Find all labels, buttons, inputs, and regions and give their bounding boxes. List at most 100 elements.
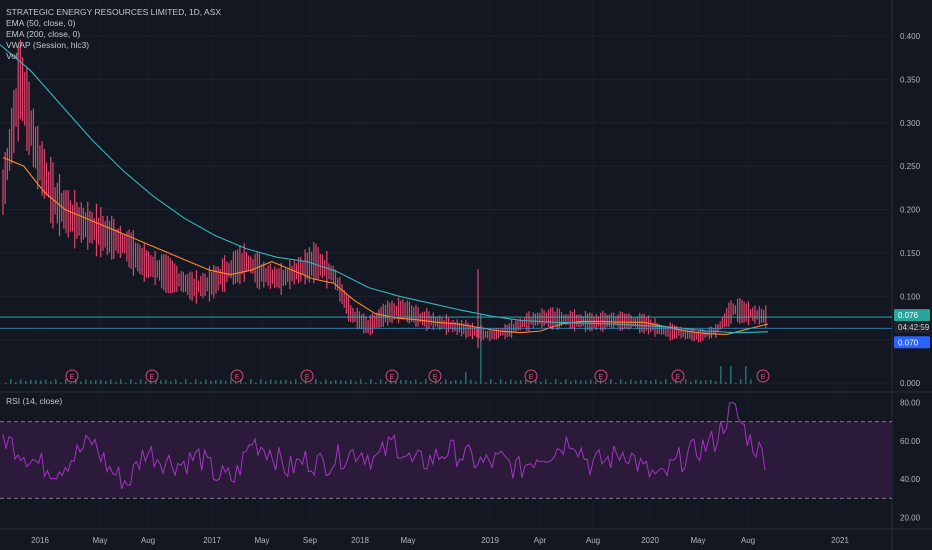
volume-bar (140, 379, 142, 384)
volume-bar (355, 381, 357, 384)
volume-bar (385, 381, 387, 384)
volume-bar (345, 380, 347, 384)
earnings-marker-icon (524, 369, 538, 383)
time-tick-label: May (400, 536, 415, 545)
volume-bar (425, 379, 427, 384)
volume-bar (420, 381, 422, 384)
volume-bar (360, 379, 362, 384)
volume-bar (480, 314, 482, 384)
countdown-badge-bg (894, 321, 930, 334)
earnings-marker-icon (671, 369, 685, 383)
volume-bar (80, 381, 82, 384)
volume-bar (200, 381, 202, 384)
volume-bar (50, 381, 52, 384)
price-tick-label: 0.400 (900, 32, 921, 41)
volume-bar (690, 381, 692, 384)
volume-bar (510, 379, 512, 384)
volume-bar (155, 380, 157, 384)
volume-bar (290, 381, 292, 384)
volume-bar (660, 381, 662, 384)
time-tick-label: 2021 (831, 536, 849, 545)
volume-bar (720, 366, 722, 384)
volume-bar (60, 382, 62, 384)
volume-bar (525, 379, 527, 384)
volume-bar (335, 379, 337, 384)
volume-bar (365, 382, 367, 384)
rsi-tick-label: 40.00 (900, 475, 921, 484)
volume-bar (70, 382, 72, 384)
volume-bar (45, 379, 47, 384)
price-tick-label: 0.150 (900, 249, 921, 258)
earnings-marker-icon (594, 369, 608, 383)
volume-bar (460, 380, 462, 384)
legend-vol[interactable]: Vol (6, 51, 18, 61)
price-tick-label: 0.250 (900, 162, 921, 171)
legend-vwap[interactable]: VWAP (Session, hlc3) (6, 40, 90, 50)
volume-bar (640, 379, 642, 384)
volume-bar (695, 379, 697, 384)
volume-bar (40, 380, 42, 384)
time-tick-label: Aug (741, 536, 755, 545)
time-tick-label: Aug (586, 536, 600, 545)
volume-bar (185, 379, 187, 384)
volume-bar (320, 381, 322, 384)
volume-bar (550, 382, 552, 384)
volume-bar (95, 380, 97, 384)
volume-bar (495, 382, 497, 384)
earnings-marker-label: E (390, 374, 395, 381)
volume-bar (220, 380, 222, 384)
volume-bar (620, 379, 622, 384)
volume-bar (165, 379, 167, 384)
ema50-line (2, 156, 769, 335)
volume-bar (710, 379, 712, 384)
volume-bar (245, 382, 247, 384)
price-tick-label: 0.100 (900, 292, 921, 301)
earnings-marker-icon (385, 369, 399, 383)
volume-bar (5, 383, 7, 384)
volume-bar (475, 381, 477, 384)
earnings-marker-icon (428, 369, 442, 383)
volume-bar (160, 380, 162, 384)
volume-bar (180, 382, 182, 384)
price-tick-label: 0.300 (900, 119, 921, 128)
time-tick-label: 2018 (351, 536, 369, 545)
volume-bar (10, 379, 12, 384)
volume-bar (440, 382, 442, 384)
volume-bar (130, 379, 132, 384)
volume-bar (75, 379, 77, 384)
volume-bar (520, 380, 522, 384)
earnings-marker-label: E (529, 374, 534, 381)
volume-bar (615, 382, 617, 384)
volume-bar (505, 381, 507, 384)
earnings-marker-icon (300, 369, 314, 383)
volume-bar (565, 379, 567, 384)
time-tick-label: 2020 (641, 536, 659, 545)
volume-bar (540, 381, 542, 384)
volume-bar (650, 380, 652, 384)
volume-bar (255, 382, 257, 384)
volume-bar (500, 379, 502, 384)
volume-bar (590, 379, 592, 384)
earnings-marker-label: E (676, 374, 681, 381)
earnings-marker-label: E (150, 374, 155, 381)
legend-ema200[interactable]: EMA (200, close, 0) (6, 29, 81, 39)
time-tick-label: 2019 (481, 536, 499, 545)
ema200-line (0, 44, 769, 334)
volume-bar (265, 381, 267, 384)
earnings-marker-icon (145, 369, 159, 383)
rsi-legend[interactable]: RSI (14, close) (6, 396, 63, 406)
volume-bar (630, 379, 632, 384)
rsi-tick-label: 60.00 (900, 437, 921, 446)
volume-bar (485, 382, 487, 384)
volume-bar (570, 381, 572, 384)
time-tick-label: Apr (534, 536, 547, 545)
earnings-marker-label: E (305, 374, 310, 381)
volume-bar (225, 380, 227, 384)
legend-ema50[interactable]: EMA (50, close, 0) (6, 18, 76, 28)
time-tick-label: May (92, 536, 107, 545)
volume-bar (230, 379, 232, 384)
volume-bar (260, 379, 262, 384)
earnings-marker-label: E (235, 374, 240, 381)
time-tick-label: May (690, 536, 705, 545)
